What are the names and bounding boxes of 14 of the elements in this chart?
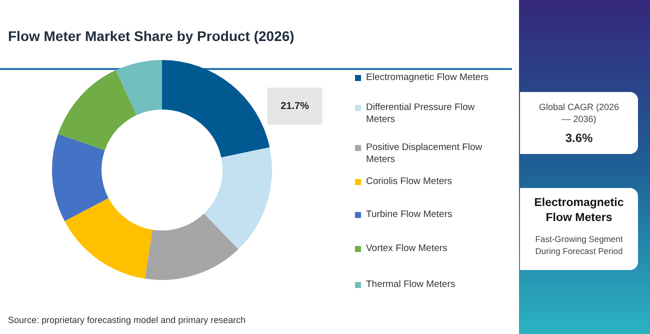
legend-label: Turbine Flow Meters	[366, 209, 452, 221]
text: 3.6%	[564, 131, 594, 145]
legend-label: Positive Displacement Flow Meters	[366, 142, 484, 166]
legend-label: Thermal Flow Meters	[366, 279, 456, 291]
legend-label: Vortex Flow Meters	[366, 243, 448, 255]
text: Global CAGR (2026 — 2036)	[538, 101, 620, 125]
text: Fast-Growing Segment During Forecast Period	[534, 233, 624, 257]
source-note: Source: proprietary forecasting model and primary research	[8, 315, 246, 325]
legend-label: Coriolis Flow Meters	[366, 176, 452, 188]
text: Electromagnetic Flow Meters	[533, 196, 625, 226]
data-label: 21.7%	[280, 100, 310, 112]
legend-label: Electromagnetic Flow Meters	[366, 72, 488, 84]
legend-label: Differential Pressure Flow Meters	[366, 102, 476, 126]
chart-title: Flow Meter Market Share by Product (2026)	[8, 28, 294, 44]
